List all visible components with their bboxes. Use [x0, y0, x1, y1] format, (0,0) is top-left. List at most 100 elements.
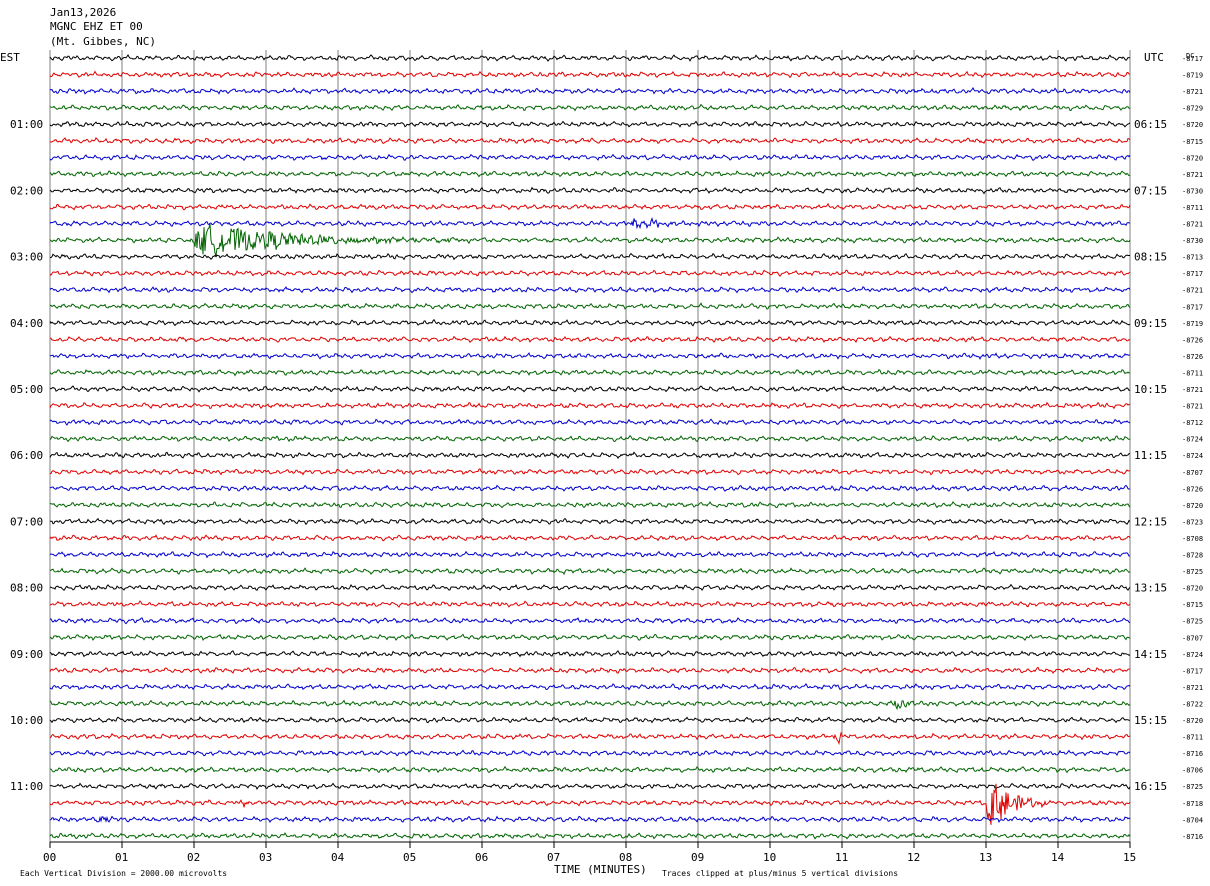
x-tick-label: 11: [835, 851, 848, 864]
dc-offset-label: -8707: [1182, 634, 1203, 642]
utc-hour-label: 06:15: [1134, 118, 1167, 131]
x-tick-label: 03: [259, 851, 272, 864]
trace-row-8: [49, 170, 1131, 178]
trace-row-32: [49, 567, 1131, 576]
trace-row-1: [49, 54, 1130, 62]
x-tick-label: 10: [763, 851, 776, 864]
trace-row-16: [49, 302, 1131, 310]
dc-offset-label: -8724: [1182, 651, 1203, 659]
trace-row-22: [49, 401, 1131, 410]
est-hour-label: 03:00: [10, 251, 43, 264]
est-hour-label: 11:00: [10, 780, 43, 793]
trace-row-31: [49, 550, 1131, 559]
dc-header-label: DC: [1186, 52, 1194, 60]
trace-row-34: [49, 600, 1131, 608]
dc-offset-label: -8725: [1182, 568, 1203, 576]
dc-offset-label: -8720: [1182, 585, 1203, 593]
trace-row-40: [49, 699, 1131, 711]
left-timezone-label: EST: [0, 51, 20, 64]
header-location: (Mt. Gibbes, NC): [50, 35, 156, 48]
scale-note: Each Vertical Division = 2000.00 microvo…: [20, 869, 227, 878]
dc-offset-label: -8704: [1182, 816, 1203, 824]
trace-row-25: [49, 451, 1130, 460]
trace-row-3: [49, 87, 1131, 95]
trace-row-48: [49, 832, 1131, 840]
dc-offset-label: -8717: [1182, 55, 1203, 63]
dc-offset-label: -8713: [1182, 254, 1203, 262]
dc-offset-label: -8720: [1182, 717, 1203, 725]
trace-row-21: [49, 385, 1131, 393]
dc-offset-label: -8721: [1182, 403, 1203, 411]
dc-offset-label: -8729: [1182, 105, 1203, 113]
x-tick-label: 12: [907, 851, 920, 864]
est-hour-label: 04:00: [10, 317, 43, 330]
est-hour-label: 02:00: [10, 184, 43, 197]
dc-offset-label: -8721: [1182, 171, 1203, 179]
utc-hour-label: 10:15: [1134, 383, 1167, 396]
dc-offset-label: -8726: [1182, 485, 1203, 493]
dc-offset-label: -8720: [1182, 121, 1203, 129]
trace-row-18: [50, 335, 1131, 344]
trace-row-36: [49, 633, 1131, 641]
x-tick-label: 15: [1123, 851, 1136, 864]
trace-row-13: [49, 252, 1131, 261]
trace-row-30: [49, 534, 1131, 542]
dc-offset-label: -8723: [1182, 518, 1203, 526]
utc-hour-label: 12:15: [1134, 515, 1167, 528]
trace-row-46: [49, 783, 1131, 825]
dc-offset-label: -8730: [1182, 187, 1203, 195]
dc-offset-label: -8722: [1182, 700, 1203, 708]
trace-row-42: [49, 731, 1131, 745]
dc-offset-label: -8730: [1182, 237, 1203, 245]
trace-row-19: [49, 352, 1131, 361]
est-hour-label: 08:00: [10, 582, 43, 595]
utc-hour-label: 07:15: [1134, 184, 1167, 197]
dc-offset-label: -8715: [1182, 601, 1203, 609]
est-hour-label: 10:00: [10, 714, 43, 727]
dc-offset-label: -8725: [1182, 783, 1203, 791]
trace-row-24: [49, 434, 1131, 443]
dc-offset-label: -8716: [1182, 750, 1203, 758]
x-tick-label: 01: [115, 851, 128, 864]
est-hour-label: 06:00: [10, 449, 43, 462]
header-channel: MGNC EHZ ET 00: [50, 20, 143, 33]
utc-hour-label: 15:15: [1134, 714, 1167, 727]
est-hour-label: 01:00: [10, 118, 43, 131]
trace-row-12: [49, 223, 1131, 258]
utc-hour-label: 09:15: [1134, 317, 1167, 330]
trace-row-11: [49, 216, 1131, 230]
trace-row-27: [49, 484, 1131, 492]
trace-row-4: [49, 103, 1131, 112]
dc-offset-label: -8708: [1182, 535, 1203, 543]
time-axis: 00 01 02 03 04 05 06 07 08 09 10 11 12 13 14 15: [43, 841, 1136, 864]
trace-row-47: [49, 815, 1131, 823]
est-hour-label: 07:00: [10, 515, 43, 528]
trace-row-7: [49, 153, 1131, 162]
dc-offset-label: -8726: [1182, 353, 1203, 361]
dc-offset-label: -8718: [1182, 800, 1203, 808]
trace-row-41: [49, 716, 1130, 724]
dc-offset-label: -8719: [1182, 72, 1203, 80]
x-tick-label: 05: [403, 851, 416, 864]
dc-offset-label: -8721: [1182, 221, 1203, 229]
trace-row-28: [49, 500, 1131, 509]
x-tick-label: 07: [547, 851, 560, 864]
trace-row-20: [49, 368, 1131, 377]
trace-row-10: [49, 202, 1131, 211]
trace-row-35: [49, 617, 1131, 625]
dc-offset-label: -8717: [1182, 303, 1203, 311]
dc-offset-label: -8728: [1182, 552, 1203, 560]
trace-row-14: [49, 269, 1131, 277]
x-tick-label: 00: [43, 851, 56, 864]
dc-offset-label: -8726: [1182, 336, 1203, 344]
dc-offset-label: -8717: [1182, 667, 1203, 675]
utc-hour-label: 08:15: [1134, 251, 1167, 264]
clip-note: Traces clipped at plus/minus 5 vertical …: [662, 869, 898, 878]
trace-row-33: [49, 583, 1131, 592]
dc-offset-label: -8720: [1182, 502, 1203, 510]
dc-offset-label: -8715: [1182, 138, 1203, 146]
trace-row-38: [49, 666, 1131, 675]
utc-hour-label: 14:15: [1134, 648, 1167, 661]
trace-row-15: [49, 286, 1131, 294]
trace-row-9: [49, 186, 1131, 195]
